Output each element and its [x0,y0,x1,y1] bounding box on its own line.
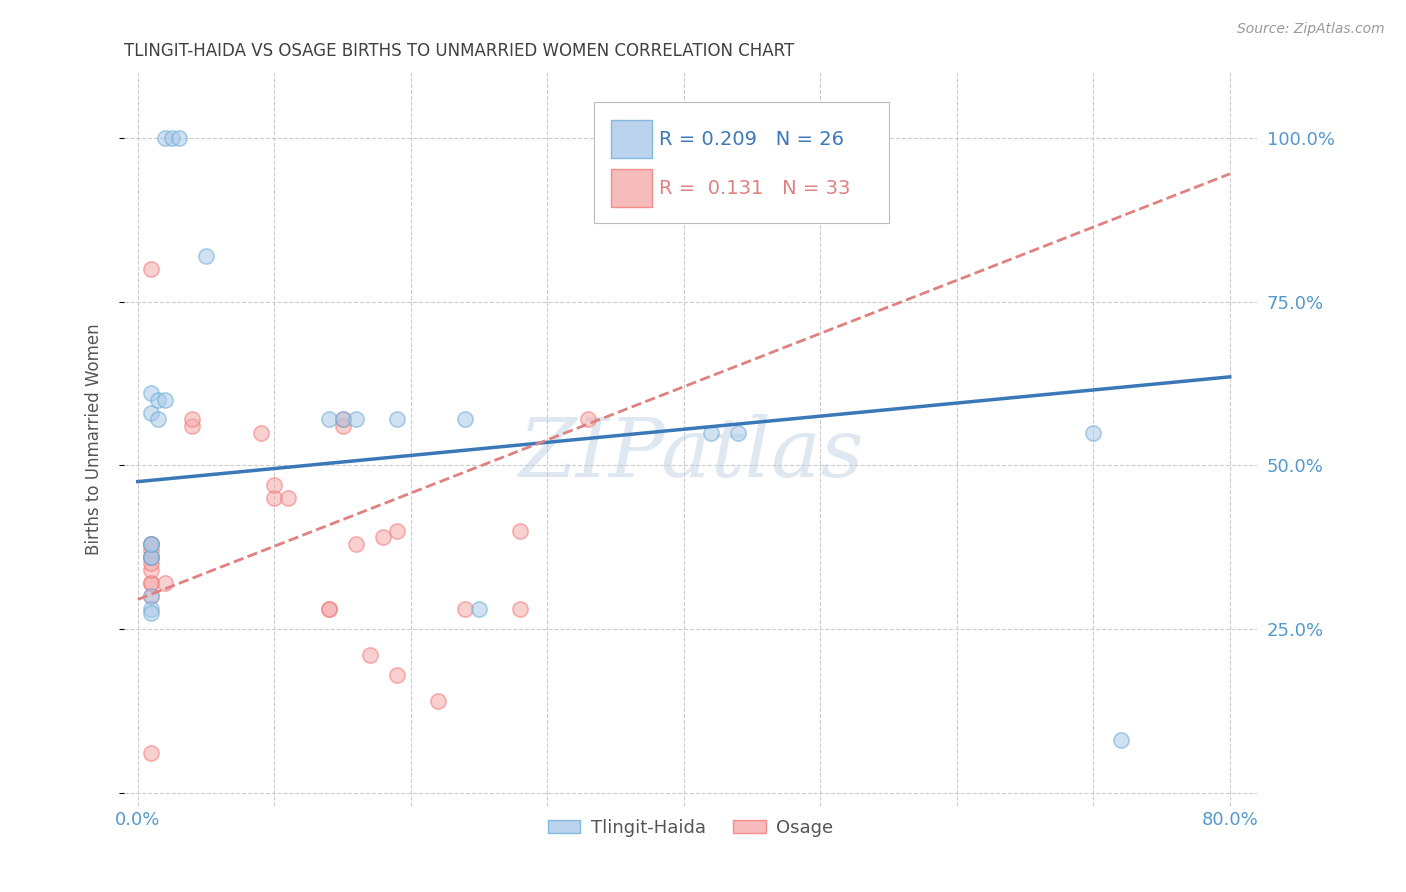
Point [181,412,204,426]
FancyBboxPatch shape [612,120,652,158]
FancyBboxPatch shape [612,169,652,207]
Point [141,549,163,564]
Point [141,606,163,620]
Point [318,602,340,616]
Point [153,131,176,145]
Point [195,249,218,263]
Point [141,537,163,551]
Point [454,412,477,426]
Point [141,537,163,551]
Point [576,412,599,426]
Point [359,648,381,662]
Point [468,602,491,616]
Point [332,412,354,426]
Point [141,557,163,571]
Point [141,563,163,577]
Point [141,589,163,603]
Point [160,131,183,145]
Text: ZIPatlas: ZIPatlas [517,414,863,494]
Point [427,694,450,708]
Point [141,386,163,401]
Point [344,412,367,426]
Point [263,491,285,505]
Text: R = 0.209   N = 26: R = 0.209 N = 26 [659,130,844,149]
FancyBboxPatch shape [595,102,889,223]
Point [141,549,163,564]
Point [148,412,170,426]
Text: TLINGIT-HAIDA VS OSAGE BIRTHS TO UNMARRIED WOMEN CORRELATION CHART: TLINGIT-HAIDA VS OSAGE BIRTHS TO UNMARRI… [124,42,794,60]
Point [141,261,163,276]
Point [141,576,163,591]
Point [700,425,723,440]
Point [141,543,163,558]
Point [318,412,340,426]
Point [141,549,163,564]
Point [141,747,163,761]
Point [141,406,163,420]
Point [141,576,163,591]
Point [153,576,176,591]
Point [181,419,204,434]
Point [385,524,408,538]
Point [249,425,271,440]
Y-axis label: Births to Unmarried Women: Births to Unmarried Women [86,323,103,555]
Point [141,602,163,616]
Point [1083,425,1105,440]
Legend: Tlingit-Haida, Osage: Tlingit-Haida, Osage [540,812,841,845]
Point [141,549,163,564]
Point [318,602,340,616]
Point [263,478,285,492]
Text: R =  0.131   N = 33: R = 0.131 N = 33 [659,178,851,198]
Point [1109,733,1132,747]
Point [141,537,163,551]
Point [332,412,354,426]
Point [727,425,749,440]
Point [148,392,170,407]
Point [454,602,477,616]
Point [332,419,354,434]
Point [509,524,531,538]
Point [141,589,163,603]
Point [509,602,531,616]
Point [385,667,408,681]
Point [385,412,408,426]
Point [373,530,395,544]
Point [141,537,163,551]
Point [167,131,190,145]
Point [153,392,176,407]
Text: Source: ZipAtlas.com: Source: ZipAtlas.com [1237,22,1385,37]
Point [277,491,299,505]
Point [344,537,367,551]
